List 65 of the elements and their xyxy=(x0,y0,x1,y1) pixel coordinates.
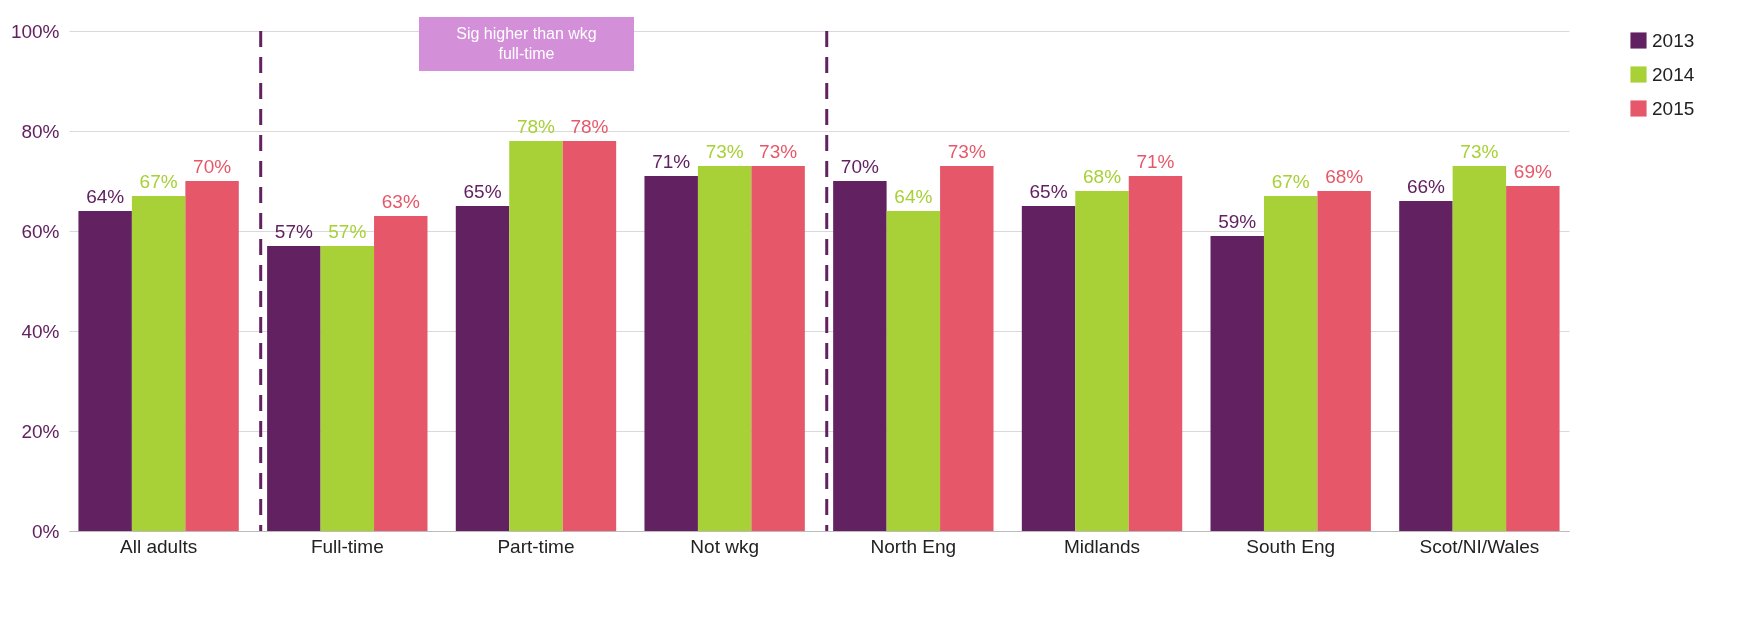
data-label: 68% xyxy=(1325,166,1364,187)
bar xyxy=(833,181,887,531)
x-tick-label: Not wkg xyxy=(690,535,759,557)
data-label: 78% xyxy=(570,116,609,137)
data-label: 69% xyxy=(1513,161,1552,182)
data-label: 67% xyxy=(139,171,178,192)
bar xyxy=(1128,176,1183,531)
data-label: 64% xyxy=(86,186,125,207)
bar xyxy=(320,246,375,531)
bar xyxy=(267,246,321,531)
data-label: 57% xyxy=(274,221,313,242)
x-tick-label: Full-time xyxy=(310,535,384,557)
bar xyxy=(562,141,617,531)
data-label: 59% xyxy=(1218,211,1257,232)
bar xyxy=(1210,236,1264,531)
x-tick-label: Scot/NI/Wales xyxy=(1419,535,1540,557)
bar xyxy=(697,166,752,531)
bar xyxy=(1075,191,1129,531)
data-label: 65% xyxy=(1029,181,1068,202)
legend-label: 2014 xyxy=(1652,63,1695,85)
bar xyxy=(509,141,563,531)
data-label: 64% xyxy=(894,186,933,207)
y-tick-label: 100% xyxy=(10,20,60,42)
bar xyxy=(886,211,941,531)
data-label: 68% xyxy=(1083,166,1122,187)
data-label: 66% xyxy=(1406,176,1446,197)
y-tick-label: 20% xyxy=(21,420,60,442)
x-tick-label: South Eng xyxy=(1246,535,1336,557)
data-label: 70% xyxy=(840,156,879,177)
legend-label: 2015 xyxy=(1652,97,1695,119)
bar xyxy=(1317,191,1371,531)
bar xyxy=(1021,206,1076,531)
y-tick-label: 40% xyxy=(21,320,60,342)
bar xyxy=(1399,201,1453,531)
bar xyxy=(751,166,805,531)
bar xyxy=(1452,166,1507,531)
bar xyxy=(185,181,239,531)
x-tick-label: All adults xyxy=(120,535,198,557)
data-label: 73% xyxy=(759,141,798,162)
data-label: 67% xyxy=(1271,171,1310,192)
data-label: 63% xyxy=(381,191,420,212)
x-tick-label: Midlands xyxy=(1064,535,1141,557)
bar xyxy=(374,216,428,531)
bar xyxy=(1263,196,1318,531)
data-label: 71% xyxy=(652,151,691,172)
data-label: 57% xyxy=(328,221,367,242)
legend-label: 2013 xyxy=(1652,29,1695,51)
bar xyxy=(455,206,510,531)
data-label: 73% xyxy=(705,141,744,162)
bar xyxy=(78,211,132,531)
bar xyxy=(644,176,698,531)
data-label: 65% xyxy=(463,181,502,202)
data-label: 73% xyxy=(1460,141,1499,162)
x-tick-label: Part-time xyxy=(497,535,575,557)
bar xyxy=(940,166,994,531)
y-tick-label: 80% xyxy=(21,120,60,142)
data-label: 71% xyxy=(1136,151,1175,172)
y-tick-label: 60% xyxy=(21,220,60,242)
bar xyxy=(131,196,186,531)
data-label: 73% xyxy=(947,141,986,162)
y-tick-label: 0% xyxy=(32,520,60,542)
data-label: 70% xyxy=(193,156,232,177)
data-label: 78% xyxy=(516,116,556,137)
bar xyxy=(1506,186,1560,531)
x-tick-label: North Eng xyxy=(870,535,957,557)
